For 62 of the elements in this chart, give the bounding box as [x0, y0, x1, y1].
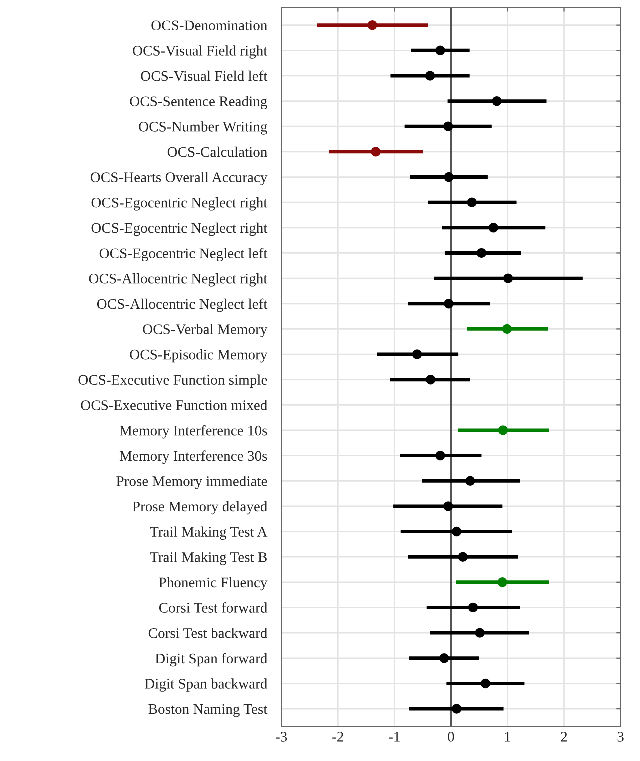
y-tick-label: OCS-Allocentric Neglect right [89, 273, 268, 287]
x-tick-label: -2 [332, 732, 344, 742]
point [425, 71, 436, 81]
point [444, 172, 454, 182]
y-tick-label: OCS-Executive Function mixed [81, 400, 268, 410]
x-tick-label: 2 [561, 732, 568, 742]
y-tick-label: Prose Memory delayed [132, 501, 268, 515]
y-tick-label: OCS-Visual Field right [133, 46, 268, 59]
y-tick-label: OCS-Episodic Memory [130, 349, 268, 363]
y-tick-label: OCS-Visual Field left [141, 70, 268, 82]
point [444, 502, 454, 512]
y-tick-label: OCS-Egocentric Neglect right [92, 222, 268, 236]
y-tick-label: Trail Making Test A [150, 526, 268, 540]
point [371, 147, 381, 157]
y-tick-label: Memory Interference 30s [120, 450, 268, 464]
y-tick-label: OCS-Denomination [152, 20, 268, 31]
y-tick-label: OCS-Calculation [168, 146, 268, 158]
y-tick-label: Memory Interference 10s [120, 425, 268, 439]
y-tick-label: Digit Span backward [145, 678, 268, 692]
point [458, 552, 468, 562]
y-tick-label: OCS-Sentence Reading [130, 96, 268, 110]
x-tick-label: 0 [448, 732, 454, 742]
y-tick-label: Phonemic Fluency [159, 577, 268, 591]
point [452, 526, 462, 537]
point [440, 654, 450, 664]
y-tick-label: OCS-Verbal Memory [143, 324, 268, 338]
y-tick-label: OCS-Egocentric Neglect left [100, 248, 268, 262]
point [498, 426, 508, 436]
y-tick-label: Boston Naming Test [148, 704, 268, 718]
point [436, 46, 446, 56]
point [452, 704, 462, 714]
point [368, 20, 378, 30]
point [480, 678, 491, 689]
point [492, 96, 502, 106]
point [502, 324, 512, 334]
y-tick-label: Corsi Test backward [148, 628, 268, 638]
point [444, 299, 454, 309]
point [436, 450, 446, 461]
x-tick-label: -3 [276, 732, 288, 742]
y-tick-label: Trail Making Test B [150, 552, 267, 566]
x-tick-label: -1 [389, 732, 400, 742]
y-tick-label: Digit Span forward [156, 653, 268, 667]
y-tick-label: OCS-Number Writing [139, 122, 268, 135]
point [412, 350, 422, 360]
point [475, 628, 485, 638]
x-tick-label: 1 [505, 732, 511, 742]
point [467, 198, 477, 208]
point [498, 578, 508, 588]
point [468, 602, 478, 613]
point [503, 274, 514, 284]
y-tick-label: OCS-Allocentric Neglect left [97, 298, 268, 312]
point [426, 374, 436, 385]
y-tick-label: OCS-Hearts Overall Accuracy [90, 172, 268, 186]
point [488, 223, 498, 233]
x-tick-label: 3 [618, 732, 624, 742]
y-tick-label: Corsi Test forward [159, 602, 268, 613]
point [476, 248, 487, 258]
y-tick-label: OCS-Egocentric Neglect right [92, 198, 268, 211]
point [444, 122, 454, 132]
y-tick-label: OCS-Executive Function simple [78, 374, 268, 388]
point [466, 476, 476, 486]
y-tick-label: Prose Memory immediate [116, 476, 268, 490]
